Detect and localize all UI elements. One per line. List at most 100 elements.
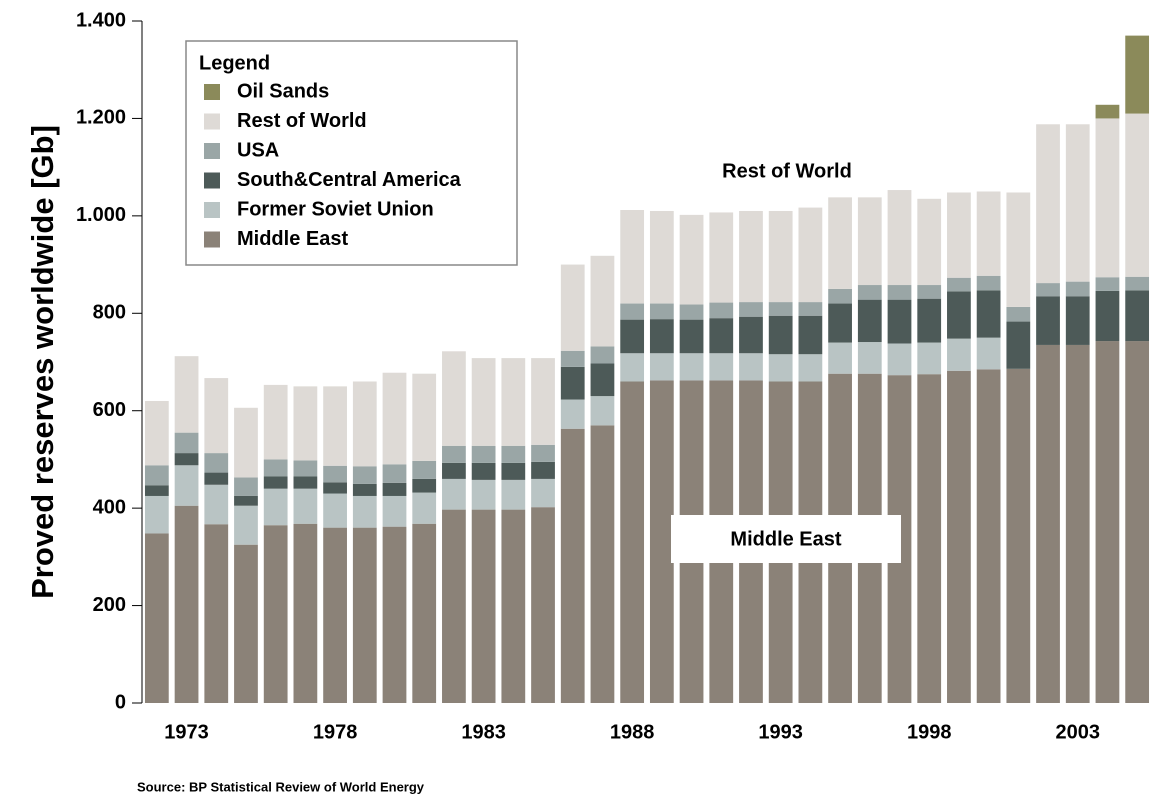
x-tick-label: 1983: [461, 721, 506, 743]
bar-segment: [857, 197, 882, 286]
bar-segment: [709, 353, 734, 381]
legend-label: South&Central America: [237, 169, 462, 191]
bar-segment: [649, 210, 674, 304]
annotation: Middle East: [730, 528, 841, 550]
bar-segment: [679, 214, 704, 305]
bar-segment: [174, 465, 199, 506]
bar-segment: [768, 302, 793, 316]
bar-segment: [263, 384, 288, 460]
legend-swatch: [204, 172, 220, 189]
bar-segment: [531, 444, 555, 462]
bar-segment: [857, 299, 882, 343]
bar-segment: [649, 319, 674, 354]
bar-segment: [174, 453, 199, 466]
bar-segment: [917, 342, 942, 375]
bar-segment: [1006, 368, 1031, 703]
bar-segment: [590, 346, 615, 364]
bar-segment: [709, 318, 734, 354]
bar-segment: [323, 386, 347, 466]
x-tick-label: 1998: [907, 721, 952, 743]
bar-segment: [382, 372, 407, 465]
bar-segment: [649, 353, 674, 381]
bar-segment: [649, 380, 674, 703]
bar-segment: [976, 337, 1001, 370]
bar-segment: [947, 338, 971, 371]
bar-segment: [323, 527, 347, 703]
bar-segment: [144, 495, 169, 534]
bar-segment: [412, 460, 437, 479]
bar-segment: [560, 264, 585, 351]
bar-segment: [204, 378, 229, 454]
bar-segment: [352, 495, 377, 528]
bar-segment: [323, 465, 347, 483]
bar-segment: [531, 461, 555, 479]
bar-segment: [442, 509, 466, 703]
bar-segment: [768, 210, 793, 303]
bar-segment: [976, 290, 1001, 338]
bar-segment: [293, 476, 318, 489]
legend-swatch: [204, 231, 220, 248]
bar-segment: [1095, 104, 1120, 119]
y-tick-label: 0: [115, 691, 126, 713]
bar-segment: [947, 291, 971, 339]
bar-segment: [620, 210, 645, 304]
bar-segment: [947, 192, 971, 278]
x-tick-label: 1978: [313, 721, 358, 743]
bar-segment: [293, 488, 318, 524]
bar-segment: [1065, 344, 1090, 703]
x-tick-label: 1993: [758, 721, 803, 743]
bar-segment: [976, 191, 1001, 276]
bar-segment: [531, 507, 555, 703]
bar-segment: [1065, 124, 1090, 282]
legend-swatch: [204, 84, 220, 100]
x-tick-label: 1988: [610, 721, 655, 743]
bar-segment: [144, 533, 169, 703]
bar-segment: [501, 479, 526, 510]
bar-segment: [352, 466, 377, 484]
bar-segment: [828, 342, 852, 374]
bar-segment: [560, 428, 585, 703]
legend-label: USA: [237, 139, 279, 161]
legend-swatch: [204, 143, 220, 159]
bar-segment: [412, 478, 437, 493]
bar-segment: [917, 298, 942, 343]
bar-segment: [174, 505, 199, 703]
bar-segment: [798, 315, 823, 355]
bar-segment: [1036, 283, 1060, 297]
bar-segment: [1125, 113, 1150, 277]
bar-segment: [263, 476, 288, 489]
bar-segment: [857, 285, 882, 300]
bar-segment: [531, 358, 555, 445]
y-tick-label: 800: [93, 302, 126, 324]
y-tick-label: 400: [93, 496, 126, 518]
bar-segment: [1125, 290, 1150, 342]
bar-segment: [679, 353, 704, 381]
bar-segment: [1006, 192, 1031, 307]
bar-segment: [174, 432, 199, 454]
bar-segment: [947, 277, 971, 292]
bar-segment: [1006, 321, 1031, 369]
bar-segment: [234, 407, 258, 478]
bar-segment: [1095, 341, 1120, 703]
bar-segment: [204, 472, 229, 485]
legend-label: Former Soviet Union: [237, 198, 434, 220]
y-tick-label: 600: [93, 399, 126, 421]
bar-segment: [144, 465, 169, 486]
bar-segment: [1065, 296, 1090, 345]
bar-segment: [352, 483, 377, 496]
bar-segment: [828, 197, 852, 289]
bar-segment: [917, 198, 942, 286]
bar-segment: [679, 319, 704, 354]
bar-segment: [442, 462, 466, 479]
bar-segment: [234, 544, 258, 703]
bar-segment: [471, 479, 496, 510]
bar-segment: [1006, 306, 1031, 322]
bar-segment: [442, 445, 466, 463]
legend-title: Legend: [199, 52, 270, 74]
bar-segment: [976, 369, 1001, 703]
bar-segment: [620, 319, 645, 354]
bar-segment: [590, 396, 615, 426]
bar-segment: [412, 373, 437, 461]
bar-segment: [590, 363, 615, 397]
bar-segment: [620, 353, 645, 382]
